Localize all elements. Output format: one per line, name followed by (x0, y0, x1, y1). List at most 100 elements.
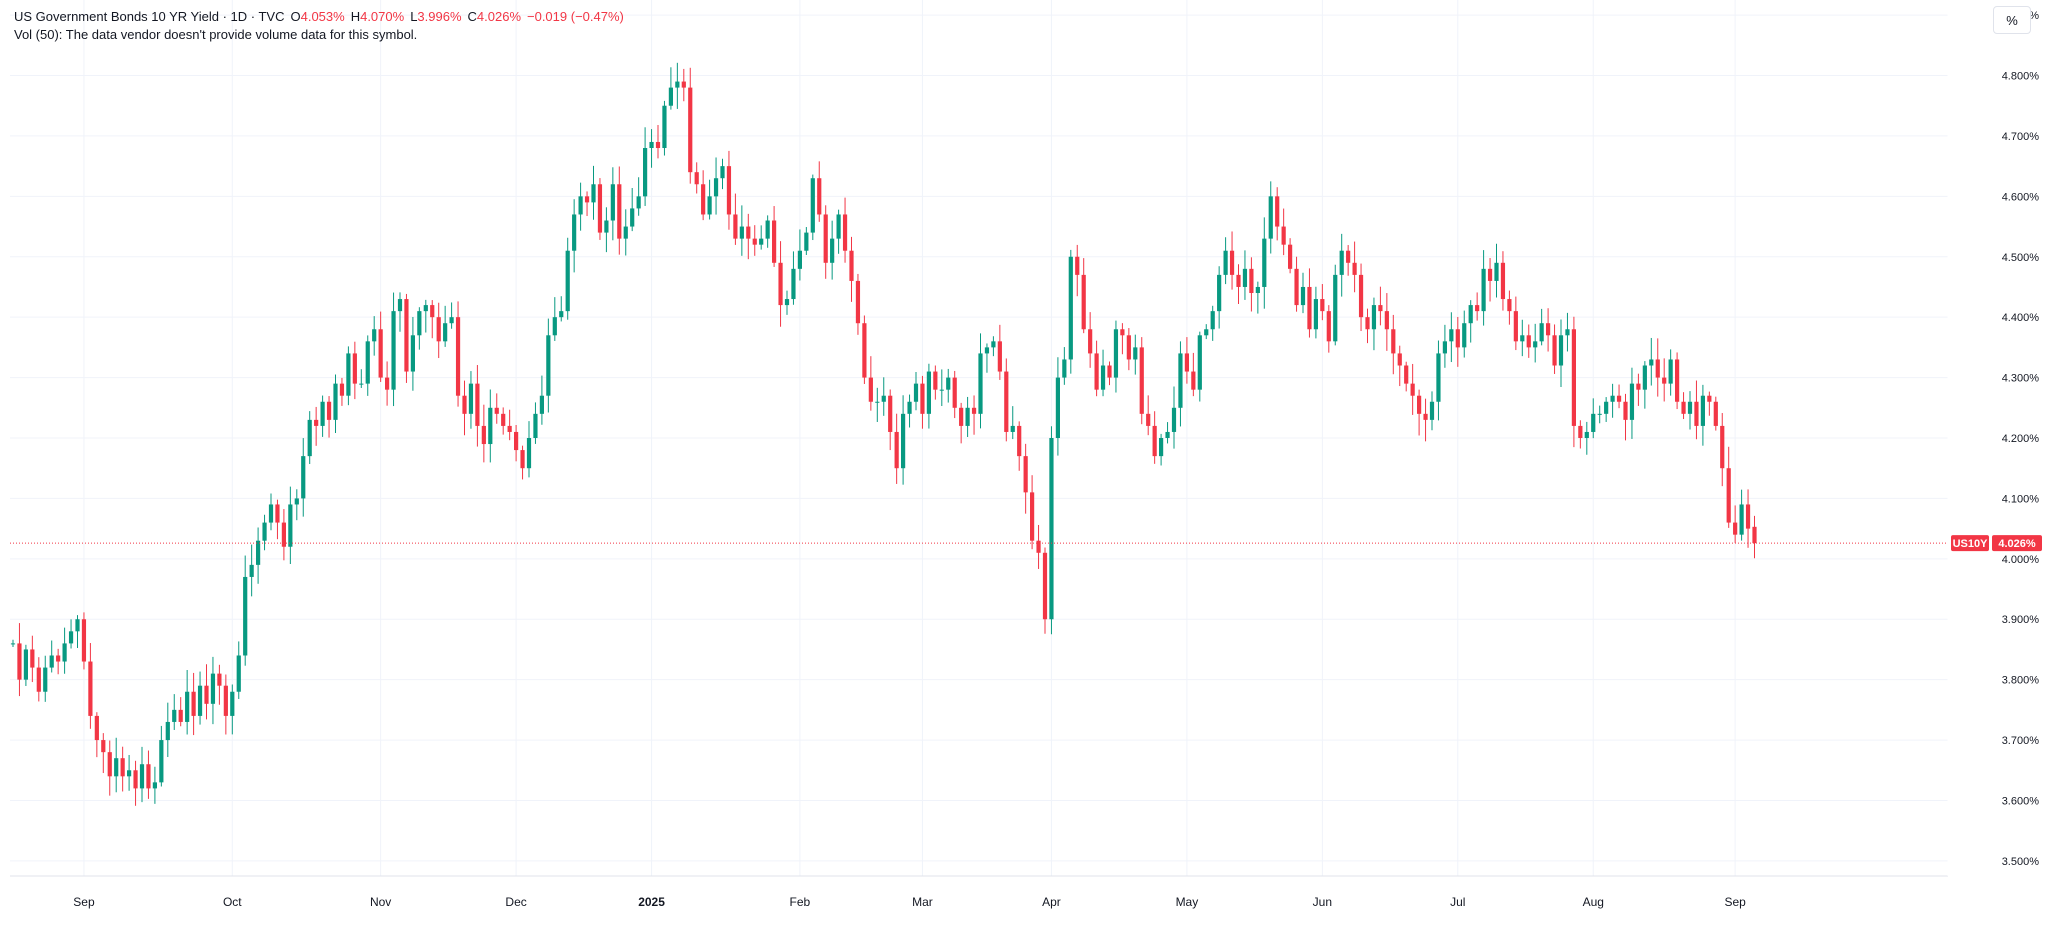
candle-body (1675, 359, 1680, 402)
candle-body (617, 184, 622, 239)
candle (1391, 314, 1396, 375)
candle (1733, 505, 1738, 543)
unit-toggle-button[interactable]: % (1993, 6, 2031, 34)
candle (1455, 316, 1460, 367)
candle (352, 341, 357, 400)
candle-body (1307, 286, 1312, 330)
candle (1616, 384, 1622, 409)
candle-body (868, 377, 873, 402)
candle (1584, 421, 1589, 455)
candle (817, 161, 822, 222)
candle-body (404, 299, 409, 372)
candle (1017, 421, 1022, 471)
candle (1507, 290, 1512, 325)
candle-body (1036, 540, 1041, 553)
candle-body (1623, 401, 1628, 420)
candle-body (584, 196, 590, 203)
candle-body (1565, 329, 1570, 336)
y-tick-label: 3.600% (2002, 795, 2040, 807)
y-tick-label: 3.500% (2002, 856, 2040, 868)
candle (1107, 361, 1112, 386)
candle (643, 127, 648, 206)
open-label: O (290, 9, 301, 24)
candle-body (959, 407, 964, 426)
candle (133, 760, 138, 806)
candle (1604, 397, 1609, 422)
candle (1262, 217, 1267, 309)
candle (1062, 347, 1067, 385)
candle (1204, 324, 1209, 340)
candle-body (991, 341, 996, 348)
candle (378, 311, 383, 382)
candle-body (1249, 268, 1254, 294)
candle-body (1726, 468, 1731, 523)
candle-body (217, 673, 222, 686)
candle-body (881, 395, 886, 402)
candle (1668, 349, 1673, 396)
candle (959, 402, 964, 444)
x-tick-label: Jun (1313, 895, 1332, 909)
candle (720, 158, 725, 190)
candle (1442, 324, 1447, 368)
candle (1571, 316, 1576, 448)
candle-body (1417, 395, 1422, 414)
candle-body (1410, 383, 1415, 396)
candle (984, 343, 990, 373)
candle-body (952, 377, 957, 408)
candle-body (501, 413, 506, 426)
candle (1623, 393, 1628, 441)
y-tick-label: 4.700% (2002, 131, 2040, 143)
candle (694, 162, 699, 194)
candle-body (236, 655, 241, 692)
candle-body (449, 317, 454, 324)
candle (172, 694, 177, 730)
candle-body (1320, 299, 1325, 312)
candle (1546, 308, 1551, 352)
candle-body (720, 166, 725, 179)
candle-body (894, 431, 899, 469)
candle-body (178, 709, 183, 722)
candle-body (1636, 383, 1641, 390)
candle-body (1004, 371, 1009, 432)
candle-body (1604, 401, 1609, 414)
candle-body (1100, 365, 1106, 390)
candle (1720, 413, 1725, 487)
x-tick-label: Oct (223, 895, 242, 909)
candle-body (1655, 359, 1660, 378)
candle (210, 656, 216, 725)
candle-body (81, 619, 87, 662)
candle (88, 643, 93, 729)
candle (1371, 297, 1377, 351)
candle-body (946, 377, 951, 390)
candle (1397, 345, 1402, 387)
candle-body (636, 196, 641, 209)
candle (655, 125, 661, 159)
y-tick-label: 4.100% (2002, 493, 2040, 505)
symbol-title[interactable]: US Government Bonds 10 YR Yield · 1D · T… (14, 9, 285, 24)
candle-body (256, 540, 261, 565)
candle-body (1720, 425, 1725, 469)
candle (1358, 263, 1364, 332)
candle (146, 750, 151, 799)
candle (649, 129, 654, 168)
candle-body (1500, 262, 1506, 300)
candle (778, 241, 783, 327)
candle-body (1197, 335, 1202, 390)
candle-body (443, 323, 448, 342)
candle-body (1294, 268, 1299, 306)
candle-body (1217, 274, 1222, 312)
candle (1629, 367, 1635, 439)
candle-body (533, 413, 538, 438)
candle (823, 205, 828, 279)
candle-body (1378, 305, 1383, 312)
candle-body (565, 250, 570, 312)
candle-body (1436, 353, 1441, 402)
candle (62, 627, 67, 674)
candle-body (1139, 347, 1144, 414)
candle (1133, 334, 1138, 375)
candle (1094, 340, 1099, 397)
candle-body (713, 178, 719, 197)
candle-body (1462, 323, 1467, 348)
candle-body (681, 81, 686, 88)
